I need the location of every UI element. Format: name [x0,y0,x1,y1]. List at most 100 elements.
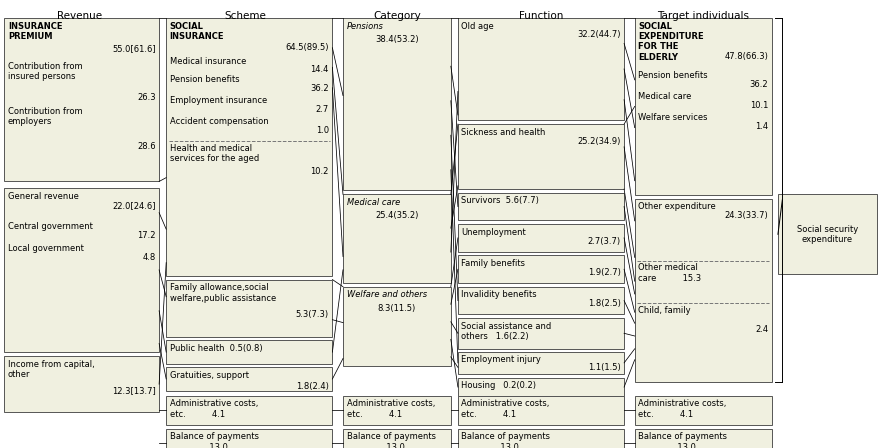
Text: 36.2: 36.2 [310,84,329,93]
Text: Survivors  5.6(7.7): Survivors 5.6(7.7) [461,196,539,205]
FancyBboxPatch shape [4,356,159,412]
Text: 2.7(3.7): 2.7(3.7) [588,237,621,246]
Text: 5.3(7.3): 5.3(7.3) [296,310,329,319]
Text: SOCIAL
EXPENDITURE
FOR THE
ELDERLY: SOCIAL EXPENDITURE FOR THE ELDERLY [638,22,704,62]
FancyBboxPatch shape [635,429,772,448]
Text: Housing   0.2(0.2): Housing 0.2(0.2) [461,381,537,390]
Text: Function: Function [519,11,563,21]
Text: Unemployment: Unemployment [461,228,526,237]
Text: Pension benefits: Pension benefits [638,71,708,80]
Text: Administrative costs,
etc.          4.1: Administrative costs, etc. 4.1 [461,399,550,418]
Text: Employment injury: Employment injury [461,355,541,364]
Text: 1.0: 1.0 [316,126,329,135]
Text: 24.3(33.7): 24.3(33.7) [725,211,768,220]
FancyBboxPatch shape [166,367,332,391]
FancyBboxPatch shape [458,124,624,189]
Text: 26.3: 26.3 [137,93,156,102]
Text: Balance of payments
               13.0: Balance of payments 13.0 [170,432,259,448]
FancyBboxPatch shape [458,429,624,448]
FancyBboxPatch shape [458,193,624,220]
Text: 1.9(2.7): 1.9(2.7) [588,268,621,277]
Text: 10.1: 10.1 [750,101,768,110]
FancyBboxPatch shape [166,340,332,364]
Text: Administrative costs,
etc.          4.1: Administrative costs, etc. 4.1 [638,399,727,418]
Text: Sickness and health: Sickness and health [461,128,545,137]
Text: Old age: Old age [461,22,494,30]
FancyBboxPatch shape [343,18,451,190]
Text: Family benefits: Family benefits [461,259,525,268]
FancyBboxPatch shape [635,199,772,382]
Text: 55.0[61.6]: 55.0[61.6] [112,44,156,53]
FancyBboxPatch shape [458,287,624,314]
Text: Other medical
care          15.3: Other medical care 15.3 [638,263,701,283]
Text: Medical care: Medical care [638,92,691,101]
Text: General revenue: General revenue [8,192,79,201]
Text: Medical insurance: Medical insurance [170,57,246,66]
Text: 22.0[24.6]: 22.0[24.6] [112,201,156,210]
Text: 2.7: 2.7 [316,105,329,114]
FancyBboxPatch shape [458,396,624,425]
Text: Income from capital,
other: Income from capital, other [8,360,95,379]
FancyBboxPatch shape [166,396,332,425]
Text: Balance of payments
               13.0: Balance of payments 13.0 [461,432,551,448]
Text: 64.5(89.5): 64.5(89.5) [286,43,329,52]
Text: 36.2: 36.2 [750,80,768,89]
Text: Gratuities, support: Gratuities, support [170,371,248,380]
Text: 25.2(34.9): 25.2(34.9) [577,137,621,146]
Text: Balance of payments
               13.0: Balance of payments 13.0 [347,432,436,448]
Text: SOCIAL
INSURANCE: SOCIAL INSURANCE [170,22,225,41]
FancyBboxPatch shape [4,188,159,352]
Text: Social security
expenditure: Social security expenditure [796,224,858,244]
Text: Public health  0.5(0.8): Public health 0.5(0.8) [170,344,263,353]
Text: 25.4(35.2): 25.4(35.2) [375,211,419,220]
FancyBboxPatch shape [166,18,332,276]
Text: Pensions: Pensions [347,22,384,30]
Text: 32.2(44.7): 32.2(44.7) [577,30,621,39]
Text: Family allowance,social
welfare,public assistance: Family allowance,social welfare,public a… [170,283,276,302]
Text: 1.8(2.5): 1.8(2.5) [588,299,621,308]
Text: Category: Category [373,11,421,21]
Text: Social assistance and
others   1.6(2.2): Social assistance and others 1.6(2.2) [461,322,552,341]
Text: Pension benefits: Pension benefits [170,75,240,84]
Text: Health and medical
services for the aged: Health and medical services for the aged [170,144,259,163]
Text: 12.3[13.7]: 12.3[13.7] [112,387,156,396]
Text: Contribution from
insured persons: Contribution from insured persons [8,62,82,81]
FancyBboxPatch shape [458,352,624,374]
Text: 17.2: 17.2 [137,231,156,240]
Text: Scheme: Scheme [225,11,267,21]
Text: 1.1(1.5): 1.1(1.5) [588,363,621,372]
Text: 14.4: 14.4 [310,65,329,74]
Text: Medical care: Medical care [347,198,400,207]
Text: Administrative costs,
etc.          4.1: Administrative costs, etc. 4.1 [347,399,435,418]
Text: 28.6: 28.6 [137,142,156,151]
FancyBboxPatch shape [458,224,624,252]
Text: Revenue: Revenue [57,11,103,21]
FancyBboxPatch shape [4,18,159,181]
Text: 1.4: 1.4 [755,122,768,131]
FancyBboxPatch shape [778,194,877,274]
Text: Central government: Central government [8,222,93,231]
Text: Other expenditure: Other expenditure [638,202,716,211]
FancyBboxPatch shape [458,255,624,283]
Text: Administrative costs,
etc.          4.1: Administrative costs, etc. 4.1 [170,399,258,418]
Text: Invalidity benefits: Invalidity benefits [461,290,537,299]
Text: Employment insurance: Employment insurance [170,96,267,105]
Text: 4.8: 4.8 [142,253,156,262]
FancyBboxPatch shape [343,396,451,425]
FancyBboxPatch shape [635,396,772,425]
FancyBboxPatch shape [166,429,332,448]
Text: Local government: Local government [8,244,84,253]
Text: INSURANCE
PREMIUM: INSURANCE PREMIUM [8,22,63,41]
Text: 8.3(11.5): 8.3(11.5) [377,304,416,313]
FancyBboxPatch shape [635,18,772,195]
FancyBboxPatch shape [166,280,332,337]
FancyBboxPatch shape [343,429,451,448]
FancyBboxPatch shape [458,318,624,349]
Text: Target individuals: Target individuals [657,11,749,21]
Text: Balance of payments
               13.0: Balance of payments 13.0 [638,432,728,448]
Text: Child, family: Child, family [638,306,691,315]
Text: 10.2: 10.2 [310,167,329,176]
Text: 38.4(53.2): 38.4(53.2) [375,35,419,44]
FancyBboxPatch shape [343,194,451,283]
Text: 47.8(66.3): 47.8(66.3) [724,52,768,60]
